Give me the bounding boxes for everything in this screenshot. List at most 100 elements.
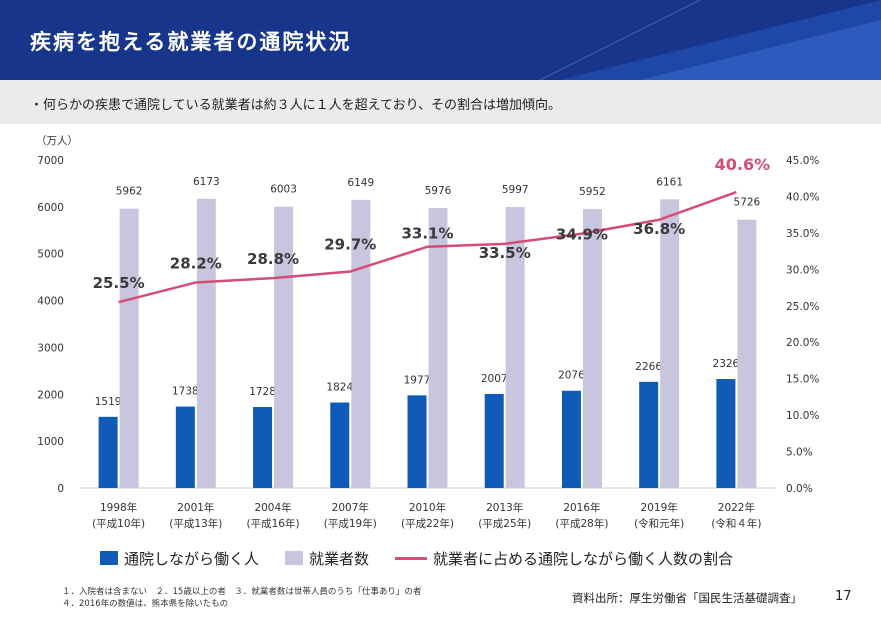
- title-banner: 疾病を抱える就業者の通院状況: [0, 0, 881, 80]
- bar-label-workers: 5997: [502, 184, 529, 196]
- x-tick-label-era: (平成13年): [169, 517, 222, 530]
- y-tick-label: 4000: [37, 296, 64, 308]
- summary-band: ・何らかの疾患で通院している就業者は約３人に１人を超えており、その割合は増加傾向…: [0, 80, 881, 124]
- page-title: 疾病を抱える就業者の通院状況: [30, 30, 352, 54]
- legend-item-ratio: 就業者に占める通院しながら働く人数の割合: [395, 548, 733, 569]
- bar-label-patients: 2076: [558, 370, 585, 382]
- legend-item-workers: 就業者数: [285, 548, 369, 569]
- bar-patients: [253, 407, 273, 488]
- bar-label-patients: 1824: [326, 382, 353, 394]
- bar-patients: [561, 390, 581, 488]
- bar-workers: [505, 206, 525, 488]
- y-tick-label: 7000: [37, 155, 64, 167]
- bar-label-workers: 5726: [734, 197, 761, 209]
- bar-label-patients: 2007: [481, 373, 508, 385]
- x-tick-label-era: (平成16年): [247, 517, 300, 530]
- x-tick-label-year: 1998年: [100, 501, 137, 514]
- x-tick-label-year: 2001年: [177, 501, 214, 514]
- legend-item-patients: 通院しながら働く人: [100, 548, 259, 569]
- bar-label-patients: 2266: [635, 361, 662, 373]
- y2-tick-label: 40.0%: [786, 191, 819, 203]
- bar-workers: [274, 206, 294, 489]
- page-number: 17: [835, 589, 852, 604]
- ratio-label: 36.8%: [633, 220, 685, 238]
- legend: 通院しながら働く人 就業者数 就業者に占める通院しながら働く人数の割合: [100, 546, 759, 570]
- ratio-label: 34.9%: [556, 226, 608, 244]
- banner-decoration: [539, 0, 881, 80]
- bar-workers: [660, 199, 680, 488]
- x-tick-label-era: (平成10年): [92, 517, 145, 530]
- bar-workers: [351, 199, 371, 488]
- bar-label-patients: 1728: [249, 386, 276, 398]
- legend-label-workers: 就業者数: [309, 549, 370, 568]
- footnote-2: ４．2016年の数値は、熊本県を除いたもの: [62, 599, 229, 609]
- bar-workers: [428, 207, 448, 488]
- x-tick-label-era: (平成19年): [324, 517, 377, 530]
- y-tick-label: 1000: [37, 436, 64, 448]
- y-tick-label: 0: [57, 483, 64, 495]
- bar-label-workers: 5976: [425, 185, 452, 197]
- ratio-label: 40.6%: [715, 155, 771, 174]
- bar-label-workers: 5962: [116, 186, 143, 198]
- y2-tick-label: 0.0%: [786, 483, 813, 495]
- bar-label-patients: 1738: [172, 386, 199, 398]
- y2-tick-label: 10.0%: [786, 410, 819, 422]
- y-axis-unit-label: （万人）: [36, 135, 78, 147]
- x-tick-label-era: (平成28年): [555, 517, 608, 530]
- ratio-line: [118, 190, 737, 304]
- source-citation: 資料出所：厚生労働省「国民生活基礎調査」: [572, 591, 802, 605]
- ratio-label: 29.7%: [324, 236, 376, 254]
- bar-label-patients: 2326: [713, 358, 740, 370]
- legend-swatch-patients: [100, 551, 118, 565]
- bar-patients: [330, 402, 350, 488]
- footnote-1: １．入院者は含まない ２．15歳以上の者 ３．就業者数は世帯人員のうち「仕事あり…: [62, 587, 422, 597]
- y2-tick-label: 45.0%: [786, 155, 819, 167]
- bar-label-patients: 1977: [404, 374, 431, 386]
- bar-workers: [119, 208, 139, 489]
- x-tick-label-era: (平成22年): [401, 517, 454, 530]
- bar-label-workers: 6003: [270, 184, 297, 196]
- bar-label-patients: 1519: [95, 396, 122, 408]
- bar-workers: [737, 219, 757, 489]
- bar-patients: [175, 406, 195, 488]
- legend-label-patients: 通院しながら働く人: [124, 549, 260, 568]
- x-tick-label-era: (令和４年): [711, 517, 761, 530]
- y2-tick-label: 30.0%: [786, 264, 819, 276]
- bar-label-workers: 6149: [347, 177, 374, 189]
- y2-tick-label: 15.0%: [786, 374, 819, 386]
- bar-patients: [639, 381, 659, 488]
- x-tick-label-year: 2004年: [254, 501, 291, 514]
- x-tick-label-year: 2007年: [332, 501, 369, 514]
- ratio-label: 28.2%: [170, 254, 222, 272]
- chart-canvas: （万人） 0 1000 2000 3000 4000 5000 6000 7000 0.0% 5.0…: [36, 135, 819, 530]
- bar-patients: [407, 395, 427, 488]
- legend-swatch-workers: [285, 551, 304, 565]
- legend-swatch-ratio: [395, 556, 428, 560]
- x-tick-label-year: 2016年: [563, 501, 600, 514]
- ratio-label: 28.8%: [247, 250, 299, 268]
- bar-patients: [484, 393, 504, 488]
- bar-label-workers: 6173: [193, 176, 220, 188]
- ratio-label: 33.5%: [479, 244, 531, 262]
- bar-workers: [196, 198, 216, 488]
- x-tick-label-year: 2013年: [486, 501, 523, 514]
- y2-tick-label: 5.0%: [786, 447, 813, 459]
- summary-text: ・何らかの疾患で通院している就業者は約３人に１人を超えており、その割合は増加傾向…: [30, 98, 562, 113]
- ratio-label: 33.1%: [401, 225, 453, 243]
- bar-label-workers: 5952: [579, 186, 606, 198]
- x-tick-label-year: 2019年: [641, 501, 678, 514]
- y2-tick-label: 20.0%: [786, 337, 819, 349]
- y-tick-label: 3000: [37, 342, 64, 354]
- bar-patients: [716, 379, 736, 488]
- ratio-label: 25.5%: [93, 274, 145, 292]
- x-tick-label-era: (平成25年): [478, 517, 531, 530]
- bar-label-workers: 6161: [656, 176, 683, 188]
- x-tick-label-era: (令和元年): [634, 517, 684, 530]
- x-tick-label-year: 2010年: [409, 501, 446, 514]
- legend-label-ratio: 就業者に占める通院しながら働く人数の割合: [433, 549, 734, 568]
- bar-patients: [98, 416, 118, 488]
- y-tick-label: 2000: [37, 389, 64, 401]
- bar-workers: [582, 209, 602, 488]
- y2-tick-label: 35.0%: [786, 228, 819, 240]
- y-tick-label: 6000: [37, 202, 64, 214]
